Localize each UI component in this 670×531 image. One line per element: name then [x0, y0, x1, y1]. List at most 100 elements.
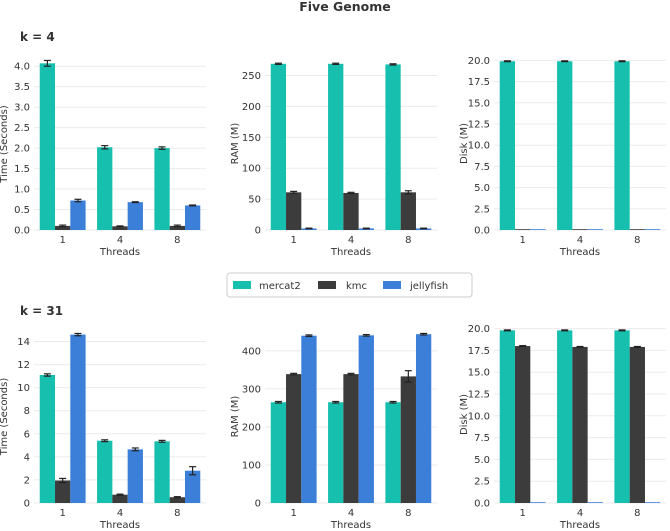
y-tick-label: 1.0 — [14, 185, 30, 196]
y-axis-label: Time (Seconds) — [0, 378, 10, 457]
y-tick-label: 100 — [242, 460, 261, 471]
bar-mercat2-threads-1 — [499, 330, 516, 503]
legend-label-jellyfish: jellyfish — [409, 281, 448, 292]
y-tick-label: 2.0 — [14, 144, 30, 155]
bar-jellyfish-threads-8 — [415, 334, 432, 503]
bar-mercat2-threads-8 — [154, 441, 170, 503]
bar-mercat2-threads-1 — [39, 63, 56, 231]
x-tick-label: 4 — [577, 508, 583, 519]
legend-label-kmc: kmc — [346, 281, 367, 292]
y-tick-label: 0.0 — [14, 226, 30, 237]
bar-jellyfish-threads-4 — [127, 449, 143, 503]
y-tick-label: 200 — [242, 422, 261, 433]
bar-kmc-threads-4 — [572, 346, 588, 503]
y-axis-label: RAM (M) — [230, 123, 241, 165]
bar-jellyfish-threads-1 — [530, 229, 546, 230]
chart-panel-3: 0.0 2.5 5.0 7.5 10.0 12.5 15.0 17.5 20.0 1 4 8 Threa… — [459, 56, 666, 258]
x-tick-label: 1 — [59, 508, 65, 519]
bar-kmc-threads-4 — [343, 192, 359, 230]
legend-label-mercat2: mercat2 — [259, 281, 301, 292]
bar-kmc-threads-1 — [286, 192, 302, 230]
y-tick-label: 10.0 — [468, 411, 490, 422]
y-axis-label: Disk (M) — [459, 123, 470, 164]
y-tick-label: 400 — [242, 346, 261, 357]
bar-mercat2-threads-8 — [614, 330, 630, 503]
bar-jellyfish-threads-4 — [358, 335, 374, 503]
y-tick-label: 12.5 — [468, 119, 490, 130]
y-tick-label: 5.0 — [474, 183, 490, 194]
y-tick-label: 0 — [255, 226, 261, 237]
bar-mercat2-threads-1 — [39, 374, 56, 503]
y-tick-label: 17.5 — [468, 346, 490, 357]
legend-swatch-kmc — [318, 281, 336, 289]
bar-mercat2-threads-4 — [557, 330, 573, 503]
y-tick-label: 50 — [248, 195, 261, 206]
y-tick-label: 2 — [24, 475, 30, 486]
x-tick-label: 4 — [348, 235, 354, 246]
bar-kmc-threads-8 — [400, 376, 416, 503]
bar-jellyfish-threads-4 — [587, 502, 603, 503]
bar-jellyfish-threads-1 — [70, 200, 86, 230]
bar-kmc-threads-1 — [286, 374, 302, 503]
bar-jellyfish-threads-4 — [587, 229, 603, 230]
y-tick-label: 0.5 — [14, 205, 30, 216]
bar-kmc-threads-8 — [169, 497, 185, 503]
bar-kmc-threads-4 — [572, 229, 588, 230]
y-tick-label: 4 — [24, 452, 30, 463]
bar-mercat2-threads-8 — [614, 61, 630, 230]
x-axis-label: Threads — [559, 520, 600, 531]
y-tick-label: 12.5 — [468, 390, 490, 401]
y-tick-label: 2.5 — [474, 477, 490, 488]
bar-mercat2-threads-8 — [385, 402, 401, 503]
bar-mercat2-threads-1 — [499, 61, 516, 230]
bar-mercat2-threads-8 — [154, 148, 170, 230]
bar-jellyfish-threads-8 — [644, 502, 661, 503]
x-tick-label: 4 — [117, 508, 123, 519]
y-tick-label: 7.5 — [474, 162, 490, 173]
legend: mercat2 kmc jellyfish — [226, 272, 473, 298]
y-tick-label: 2.5 — [14, 123, 30, 134]
chart-panel-5: 0 100 200 300 400 1 4 8 Threads RAM (M) — [230, 332, 437, 531]
bar-mercat2-threads-1 — [270, 63, 287, 230]
x-tick-label: 8 — [634, 508, 640, 519]
legend-swatch-mercat2 — [233, 281, 251, 289]
y-tick-label: 10.0 — [468, 141, 490, 152]
bar-jellyfish-threads-1 — [301, 335, 317, 503]
y-tick-label: 150 — [242, 133, 261, 144]
bar-kmc-threads-8 — [169, 225, 185, 230]
x-axis-label: Threads — [330, 520, 371, 531]
y-tick-label: 14 — [17, 337, 30, 348]
y-tick-label: 100 — [242, 164, 261, 175]
y-tick-label: 250 — [242, 71, 261, 82]
chart-panel-1: 0.0 0.5 1.0 1.5 2.0 2.5 3.0 3.5 4.0 1 4 8 Threads Tim… — [0, 59, 206, 258]
x-axis-label: Threads — [99, 247, 140, 258]
y-tick-label: 5.0 — [474, 455, 490, 466]
bar-kmc-threads-8 — [400, 192, 416, 230]
bar-mercat2-threads-8 — [385, 64, 401, 231]
y-tick-label: 0 — [255, 499, 261, 510]
bar-kmc-threads-8 — [629, 346, 645, 503]
y-tick-label: 17.5 — [468, 77, 490, 88]
bar-kmc-threads-4 — [343, 374, 359, 503]
bar-mercat2-threads-4 — [97, 440, 113, 503]
bar-jellyfish-threads-1 — [70, 334, 86, 503]
y-tick-label: 20.0 — [468, 324, 490, 335]
y-tick-label: 15.0 — [468, 98, 490, 109]
y-tick-label: 10 — [17, 383, 30, 394]
y-tick-label: 20.0 — [468, 56, 490, 67]
x-tick-label: 1 — [290, 508, 296, 519]
y-tick-label: 0 — [24, 499, 30, 510]
bar-jellyfish-threads-8 — [184, 205, 201, 230]
group-label-k31: k = 31 — [20, 304, 63, 318]
bar-mercat2-threads-1 — [270, 402, 287, 503]
x-tick-label: 1 — [519, 508, 525, 519]
x-tick-label: 4 — [348, 508, 354, 519]
bar-kmc-threads-1 — [515, 229, 531, 230]
x-tick-label: 4 — [577, 235, 583, 246]
legend-swatch-jellyfish — [383, 281, 401, 289]
y-tick-label: 0.0 — [474, 499, 490, 510]
group-label-k4: k = 4 — [20, 30, 55, 44]
bar-mercat2-threads-4 — [328, 63, 344, 230]
bar-jellyfish-threads-8 — [644, 229, 661, 230]
